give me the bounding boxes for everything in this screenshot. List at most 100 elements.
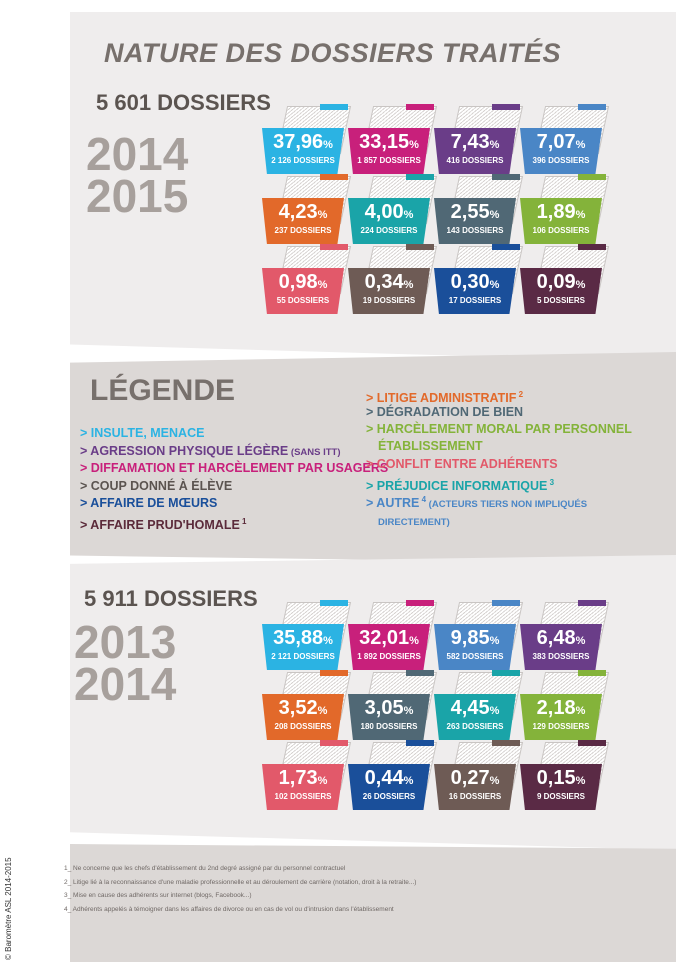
folder-tab: [492, 174, 520, 180]
dossier-count-2014-2015: 5 601 DOSSIERS: [96, 90, 271, 115]
footnotes: 1_ Ne concerne que les chefs d'établisse…: [64, 862, 416, 916]
folder-dossier-count: 26 DOSSIERS: [362, 792, 416, 801]
folder-card: 35,88% 2 121 DOSSIERS: [262, 600, 352, 672]
folder-dossier-count: 224 DOSSIERS: [360, 226, 418, 235]
footnote: 2_ Litige lié à la reconnaissance d'une …: [64, 878, 417, 886]
folder-percentage: 0,15%: [536, 767, 586, 789]
folder-front: 4,45% 263 DOSSIERS: [434, 694, 516, 740]
dossier-count-2013-2014: 5 911 DOSSIERS: [84, 586, 258, 611]
legend-item: > AFFAIRE DE MŒURS: [80, 496, 218, 510]
folder-front: 0,30% 17 DOSSIERS: [434, 268, 516, 314]
folder-tab: [320, 174, 348, 180]
folder-dossier-count: 416 DOSSIERS: [446, 156, 504, 165]
folder-percentage: 0,44%: [364, 767, 414, 789]
folder-dossier-count: 2 126 DOSSIERS: [271, 156, 335, 165]
folder-tab: [578, 670, 606, 676]
folder-card: 3,52% 208 DOSSIERS: [262, 670, 352, 742]
year-2014: 2014: [86, 128, 189, 180]
folder-card: 4,00% 224 DOSSIERS: [348, 174, 438, 246]
folder-card: 1,73% 102 DOSSIERS: [262, 740, 352, 812]
folder-card: 7,43% 416 DOSSIERS: [434, 104, 524, 176]
folder-front: 33,15% 1 857 DOSSIERS: [348, 128, 430, 174]
year-2013: 2013: [74, 616, 177, 668]
folder-percentage: 2,18%: [536, 697, 586, 719]
folder-dossier-count: 237 DOSSIERS: [274, 226, 332, 235]
folder-percentage: 7,07%: [536, 131, 586, 153]
folder-dossier-count: 208 DOSSIERS: [274, 722, 332, 731]
legend-item: > AFFAIRE PRUD'HOMALE 1: [80, 516, 247, 532]
year-2014-b: 2014: [74, 658, 177, 710]
folder-card: 33,15% 1 857 DOSSIERS: [348, 104, 438, 176]
folder-tab: [320, 244, 348, 250]
folder-percentage: 37,96%: [273, 131, 333, 153]
legend-item: > DÉGRADATION DE BIEN: [366, 404, 524, 419]
folder-card: 3,05% 180 DOSSIERS: [348, 670, 438, 742]
folder-front: 0,98% 55 DOSSIERS: [262, 268, 344, 314]
folder-front: 0,34% 19 DOSSIERS: [348, 268, 430, 314]
folder-percentage: 4,45%: [450, 697, 500, 719]
folder-card: 6,48% 383 DOSSIERS: [520, 600, 610, 672]
folder-dossier-count: 1 857 DOSSIERS: [357, 156, 421, 165]
page-title: NATURE DES DOSSIERS TRAITÉS: [104, 38, 562, 68]
folder-tab: [320, 670, 348, 676]
folder-front: 9,85% 582 DOSSIERS: [434, 624, 516, 670]
folder-tab: [492, 740, 520, 746]
folder-dossier-count: 2 121 DOSSIERS: [271, 652, 335, 661]
folder-card: 0,27% 16 DOSSIERS: [434, 740, 524, 812]
folder-tab: [578, 740, 606, 746]
folder-dossier-count: 19 DOSSIERS: [362, 296, 416, 305]
folder-tab: [406, 670, 434, 676]
folder-front: 35,88% 2 121 DOSSIERS: [262, 624, 344, 670]
folder-tab: [578, 600, 606, 606]
folder-dossier-count: 5 DOSSIERS: [536, 296, 585, 305]
folder-front: 0,15% 9 DOSSIERS: [520, 764, 602, 810]
legend-panel: [70, 352, 676, 564]
folder-tab: [320, 104, 348, 110]
folder-dossier-count: 1 892 DOSSIERS: [357, 652, 421, 661]
folder-tab: [406, 600, 434, 606]
folder-front: 1,73% 102 DOSSIERS: [262, 764, 344, 810]
folder-tab: [406, 244, 434, 250]
folder-percentage: 1,89%: [536, 201, 586, 223]
folder-card: 0,09% 5 DOSSIERS: [520, 244, 610, 316]
folder-dossier-count: 582 DOSSIERS: [446, 652, 504, 661]
notes-panel: [70, 844, 676, 962]
legend-item: > AUTRE 4 (ACTEURS TIERS NON IMPLIQUÉS DI…: [366, 495, 588, 529]
folder-dossier-count: 396 DOSSIERS: [532, 156, 590, 165]
folder-percentage: 0,09%: [536, 271, 586, 293]
folder-card: 7,07% 396 DOSSIERS: [520, 104, 610, 176]
folder-front: 3,52% 208 DOSSIERS: [262, 694, 344, 740]
folder-card: 1,89% 106 DOSSIERS: [520, 174, 610, 246]
folder-percentage: 3,05%: [364, 697, 414, 719]
folder-card: 9,85% 582 DOSSIERS: [434, 600, 524, 672]
folder-tab: [320, 600, 348, 606]
legend-item: > CONFLIT ENTRE ADHÉRENTS: [366, 457, 558, 471]
folder-front: 3,05% 180 DOSSIERS: [348, 694, 430, 740]
folder-tab: [578, 174, 606, 180]
legend-item: > PRÉJUDICE INFORMATIQUE 3: [366, 477, 555, 493]
legend-item: > DIFFAMATION ET HARCÈLEMENT PAR USAGERS: [80, 461, 389, 475]
legend-item: > AGRESSION PHYSIQUE LÉGÈRE (SANS ITT): [80, 443, 341, 458]
folder-percentage: 0,30%: [450, 271, 500, 293]
folder-card: 0,34% 19 DOSSIERS: [348, 244, 438, 316]
folder-tab: [492, 600, 520, 606]
folder-card: 0,44% 26 DOSSIERS: [348, 740, 438, 812]
copyright-text: © Baromètre ASL 2014-2015: [4, 857, 13, 960]
folder-dossier-count: 263 DOSSIERS: [446, 722, 504, 731]
folder-card: 0,30% 17 DOSSIERS: [434, 244, 524, 316]
folder-card: 4,45% 263 DOSSIERS: [434, 670, 524, 742]
folder-percentage: 4,00%: [364, 201, 414, 223]
folder-tab: [406, 104, 434, 110]
folder-dossier-count: 17 DOSSIERS: [448, 296, 502, 305]
footnote: 3_ Mise en cause des adhérents sur inter…: [64, 892, 252, 899]
legend-item: > LITIGE ADMINISTRATIF 2: [366, 390, 524, 406]
folder-tab: [492, 104, 520, 110]
folder-percentage: 4,23%: [278, 201, 328, 223]
folder-card: 32,01% 1 892 DOSSIERS: [348, 600, 438, 672]
folder-front: 0,09% 5 DOSSIERS: [520, 268, 602, 314]
folder-front: 32,01% 1 892 DOSSIERS: [348, 624, 430, 670]
folder-dossier-count: 16 DOSSIERS: [448, 792, 502, 801]
folder-dossier-count: 129 DOSSIERS: [532, 722, 590, 731]
folder-dossier-count: 383 DOSSIERS: [532, 652, 590, 661]
folder-front: 7,43% 416 DOSSIERS: [434, 128, 516, 174]
